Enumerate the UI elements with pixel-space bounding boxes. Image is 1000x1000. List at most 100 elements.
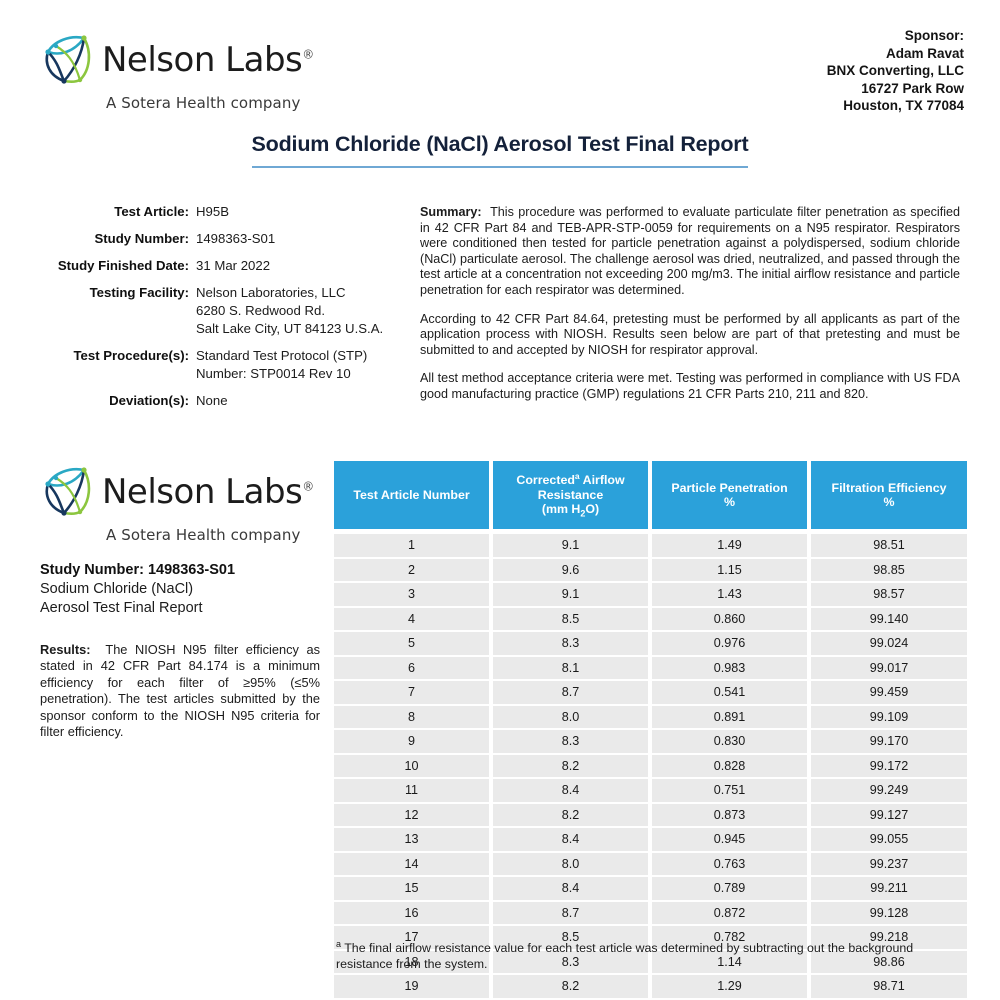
- brand-tagline: A Sotera Health company: [106, 94, 301, 112]
- cell-airflow-resistance: 8.4: [493, 779, 648, 802]
- info-label: Study Number:: [94, 231, 189, 246]
- cell-filtration-efficiency: 99.128: [811, 901, 967, 925]
- table-row: 4 8.5 0.860 99.140: [334, 607, 967, 631]
- cell-particle-penetration: 0.763: [652, 852, 807, 876]
- info-label: Testing Facility:: [89, 285, 189, 300]
- info-value: None: [196, 393, 228, 408]
- results-text: The NIOSH N95 filter efficiency as state…: [40, 642, 320, 740]
- summary-paragraph-2: According to 42 CFR Part 84.64, pretesti…: [420, 311, 960, 357]
- cell-filtration-efficiency: 99.170: [811, 730, 967, 753]
- cell-filtration-efficiency: 99.024: [811, 632, 967, 655]
- info-row-testing-facility: Testing Facility: Nelson Laboratories, L…: [40, 284, 400, 338]
- cell-test-article-number: 5: [334, 632, 489, 655]
- cell-airflow-resistance: 8.3: [493, 632, 648, 655]
- table-row: 1 9.1 1.49 98.51: [334, 534, 967, 557]
- cell-airflow-resistance: 8.3: [493, 950, 648, 974]
- cell-test-article-number: 12: [334, 803, 489, 827]
- cell-particle-penetration: 0.828: [652, 754, 807, 778]
- cell-airflow-resistance: 9.1: [493, 534, 648, 557]
- results-subtitle-line2: Aerosol Test Final Report: [40, 600, 203, 616]
- cell-test-article-number: 17: [334, 926, 489, 949]
- info-row-study-finished-date: Study Finished Date: 31 Mar 2022: [40, 257, 400, 275]
- cell-particle-penetration: 0.751: [652, 779, 807, 802]
- footnote-text: The final airflow resistance value for e…: [336, 941, 914, 971]
- sponsor-heading: Sponsor:: [904, 28, 964, 43]
- cell-airflow-resistance: 8.2: [493, 803, 648, 827]
- cell-particle-penetration: 0.945: [652, 828, 807, 851]
- cell-test-article-number: 6: [334, 656, 489, 680]
- column-header-particle-penetration: Particle Penetration%: [652, 461, 807, 530]
- cell-test-article-number: 14: [334, 852, 489, 876]
- cell-particle-penetration: 0.789: [652, 877, 807, 900]
- table-row: 6 8.1 0.983 99.017: [334, 656, 967, 680]
- logo-row: Nelson Labs®: [40, 462, 314, 522]
- cell-airflow-resistance: 9.6: [493, 558, 648, 582]
- info-label: Study Finished Date:: [57, 258, 189, 273]
- cell-test-article-number: 3: [334, 583, 489, 606]
- table-row: 17 8.5 0.782 99.218: [334, 926, 967, 949]
- table-row: 15 8.4 0.789 99.211: [334, 877, 967, 900]
- header-logo: Nelson Labs® A Sotera Health company: [40, 30, 314, 112]
- column-header-filtration-efficiency: Filtration Efficiency%: [811, 461, 967, 530]
- sponsor-company: BNX Converting, LLC: [826, 63, 964, 78]
- table-row: 10 8.2 0.828 99.172: [334, 754, 967, 778]
- sponsor-street: 16727 Park Row: [861, 80, 964, 96]
- table-row: 18 8.3 1.14 98.86: [334, 950, 967, 974]
- table-row: 2 9.6 1.15 98.85: [334, 558, 967, 582]
- table-row: 11 8.4 0.751 99.249: [334, 779, 967, 802]
- logo-row: Nelson Labs®: [40, 30, 314, 90]
- info-row-study-number: Study Number: 1498363-S01: [40, 230, 400, 248]
- footnote-marker-icon: a: [574, 471, 580, 481]
- info-row-test-article: Test Article: H95B: [40, 203, 400, 221]
- info-value: H95B: [196, 204, 229, 219]
- cell-airflow-resistance: 8.5: [493, 607, 648, 631]
- results-study-number: Study Number: 1498363-S01: [40, 562, 236, 578]
- facility-city: Salt Lake City, UT 84123 U.S.A.: [196, 321, 384, 336]
- cell-particle-penetration: 0.976: [652, 632, 807, 655]
- cell-particle-penetration: 1.29: [652, 975, 807, 998]
- table-row: 3 9.1 1.43 98.57: [334, 583, 967, 606]
- cell-test-article-number: 11: [334, 779, 489, 802]
- facility-name: Nelson Laboratories, LLC: [196, 285, 346, 300]
- info-value: Nelson Laboratories, LLC 6280 S. Redwood…: [196, 284, 383, 338]
- cell-airflow-resistance: 8.1: [493, 656, 648, 680]
- results-paragraph: Results: The NIOSH N95 filter efficiency…: [40, 642, 320, 740]
- cell-test-article-number: 13: [334, 828, 489, 851]
- cell-particle-penetration: 1.43: [652, 583, 807, 606]
- protocol-number: Number: STP0014 Rev 10: [196, 366, 351, 381]
- cell-particle-penetration: 0.873: [652, 803, 807, 827]
- info-row-test-procedures: Test Procedure(s): Standard Test Protoco…: [40, 347, 400, 383]
- cell-filtration-efficiency: 99.237: [811, 852, 967, 876]
- brand-name: Nelson Labs®: [102, 472, 314, 512]
- brand-name: Nelson Labs®: [102, 40, 314, 80]
- info-value: Standard Test Protocol (STP) Number: STP…: [196, 347, 367, 383]
- table-row: 5 8.3 0.976 99.024: [334, 632, 967, 655]
- cell-filtration-efficiency: 99.055: [811, 828, 967, 851]
- cell-airflow-resistance: 8.4: [493, 877, 648, 900]
- cell-filtration-efficiency: 99.109: [811, 705, 967, 729]
- cell-airflow-resistance: 8.7: [493, 901, 648, 925]
- cell-filtration-efficiency: 99.140: [811, 607, 967, 631]
- summary-paragraph-3: All test method acceptance criteria were…: [420, 371, 960, 401]
- cell-filtration-efficiency: 99.249: [811, 779, 967, 802]
- results-block: Study Number: 1498363-S01 Sodium Chlorid…: [40, 562, 320, 740]
- cell-airflow-resistance: 8.2: [493, 975, 648, 998]
- info-label: Deviation(s):: [109, 393, 189, 408]
- cell-test-article-number: 15: [334, 877, 489, 900]
- registered-mark: ®: [302, 479, 314, 494]
- table-footnote: a The final airflow resistance value for…: [336, 937, 956, 972]
- sponsor-contact: Adam Ravat: [885, 45, 964, 61]
- cell-airflow-resistance: 9.1: [493, 583, 648, 606]
- cell-airflow-resistance: 8.4: [493, 828, 648, 851]
- nelson-labs-network-globe-icon: [40, 462, 96, 522]
- cell-test-article-number: 7: [334, 681, 489, 704]
- info-row-deviations: Deviation(s): None: [40, 392, 400, 410]
- footnote-marker-icon: a: [336, 939, 342, 949]
- cell-particle-penetration: 0.872: [652, 901, 807, 925]
- cell-filtration-efficiency: 99.127: [811, 803, 967, 827]
- column-header-corrected-airflow-resistance: Correcteda Airflow Resistance (mm H2O): [493, 461, 648, 530]
- cell-particle-penetration: 0.891: [652, 705, 807, 729]
- cell-airflow-resistance: 8.0: [493, 852, 648, 876]
- cell-particle-penetration: 1.14: [652, 950, 807, 974]
